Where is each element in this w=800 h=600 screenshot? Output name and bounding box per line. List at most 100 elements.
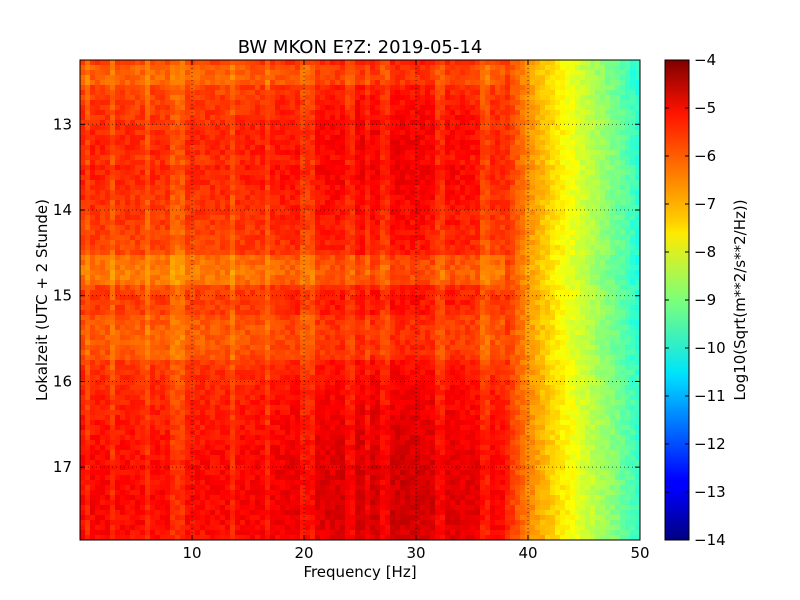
heatmap-cell <box>300 270 306 276</box>
heatmap-cell <box>150 165 156 171</box>
heatmap-cell <box>365 60 371 66</box>
heatmap-cell <box>185 70 191 76</box>
heatmap-cell <box>325 165 331 171</box>
heatmap-cell <box>470 170 476 176</box>
heatmap-cell <box>85 90 91 96</box>
heatmap-cell <box>100 60 106 66</box>
heatmap-cell <box>390 135 396 141</box>
heatmap-cell <box>545 75 551 81</box>
heatmap-cell <box>240 170 246 176</box>
heatmap-cell <box>505 215 511 221</box>
heatmap-cell <box>80 190 86 196</box>
heatmap-cell <box>150 130 156 136</box>
heatmap-cell <box>105 240 111 246</box>
heatmap-cell <box>505 195 511 201</box>
heatmap-cell <box>565 235 571 241</box>
heatmap-cell <box>540 275 546 281</box>
heatmap-cell <box>165 80 171 86</box>
heatmap-cell <box>600 70 606 76</box>
heatmap-cell <box>500 240 506 246</box>
heatmap-cell <box>285 215 291 221</box>
heatmap-cell <box>550 235 556 241</box>
heatmap-cell <box>285 225 291 231</box>
heatmap-cell <box>310 200 316 206</box>
heatmap-cell <box>430 150 436 156</box>
heatmap-cell <box>515 250 521 256</box>
heatmap-cell <box>330 200 336 206</box>
heatmap-cell <box>90 175 96 181</box>
heatmap-cell <box>440 130 446 136</box>
heatmap-cell <box>225 135 231 141</box>
heatmap-cell <box>465 135 471 141</box>
heatmap-cell <box>520 250 526 256</box>
heatmap-cell <box>370 95 376 101</box>
heatmap-cell <box>490 105 496 111</box>
heatmap-cell <box>155 110 161 116</box>
heatmap-cell <box>550 65 556 71</box>
heatmap-cell <box>125 270 131 276</box>
heatmap-cell <box>300 60 306 66</box>
heatmap-cell <box>270 225 276 231</box>
heatmap-cell <box>290 225 296 231</box>
heatmap-cell <box>325 110 331 116</box>
heatmap-cell <box>560 140 566 146</box>
heatmap-cell <box>390 110 396 116</box>
heatmap-cell <box>370 255 376 261</box>
heatmap-cell <box>355 225 361 231</box>
heatmap-cell <box>545 70 551 76</box>
heatmap-cell <box>225 140 231 146</box>
heatmap-cell <box>95 120 101 126</box>
heatmap-cell <box>610 270 616 276</box>
heatmap-cell <box>330 215 336 221</box>
heatmap-cell <box>635 110 640 116</box>
heatmap-cell <box>315 205 321 211</box>
heatmap-cell <box>425 110 431 116</box>
heatmap-cell <box>465 140 471 146</box>
heatmap-cell <box>320 175 326 181</box>
heatmap-cell <box>425 160 431 166</box>
heatmap-cell <box>435 260 441 266</box>
heatmap-cell <box>475 70 481 76</box>
heatmap-cell <box>620 235 626 241</box>
heatmap-cell <box>260 140 266 146</box>
heatmap-cell <box>475 270 481 276</box>
heatmap-cell <box>470 160 476 166</box>
heatmap-cell <box>260 90 266 96</box>
heatmap-cell <box>430 225 436 231</box>
heatmap-cell <box>125 280 131 286</box>
heatmap-cell <box>135 150 141 156</box>
heatmap-cell <box>595 135 601 141</box>
heatmap-cell <box>530 130 536 136</box>
heatmap-cell <box>255 95 261 101</box>
heatmap-cell <box>325 240 331 246</box>
heatmap-cell <box>120 90 126 96</box>
heatmap-cell <box>450 195 456 201</box>
heatmap-cell <box>565 250 571 256</box>
heatmap-cell <box>485 130 491 136</box>
heatmap-cell <box>545 130 551 136</box>
heatmap-cell <box>90 85 96 91</box>
heatmap-cell <box>280 210 286 216</box>
heatmap-cell <box>205 195 211 201</box>
heatmap-cell <box>280 115 286 121</box>
heatmap-cell <box>525 75 531 81</box>
heatmap-cell <box>380 245 386 251</box>
heatmap-cell <box>580 195 586 201</box>
heatmap-cell <box>270 280 276 286</box>
heatmap-cell <box>430 90 436 96</box>
heatmap-cell <box>140 275 146 281</box>
heatmap-cell <box>115 70 121 76</box>
heatmap-cell <box>475 140 481 146</box>
heatmap-cell <box>190 265 196 271</box>
heatmap-cell <box>255 115 261 121</box>
heatmap-cell <box>520 265 526 271</box>
heatmap-cell <box>350 105 356 111</box>
heatmap-cell <box>540 215 546 221</box>
heatmap-cell <box>580 185 586 191</box>
heatmap-cell <box>210 220 216 226</box>
heatmap-cell <box>160 155 166 161</box>
heatmap-cell <box>565 150 571 156</box>
heatmap-cell <box>105 95 111 101</box>
heatmap-cell <box>395 150 401 156</box>
heatmap-cell <box>410 115 416 121</box>
